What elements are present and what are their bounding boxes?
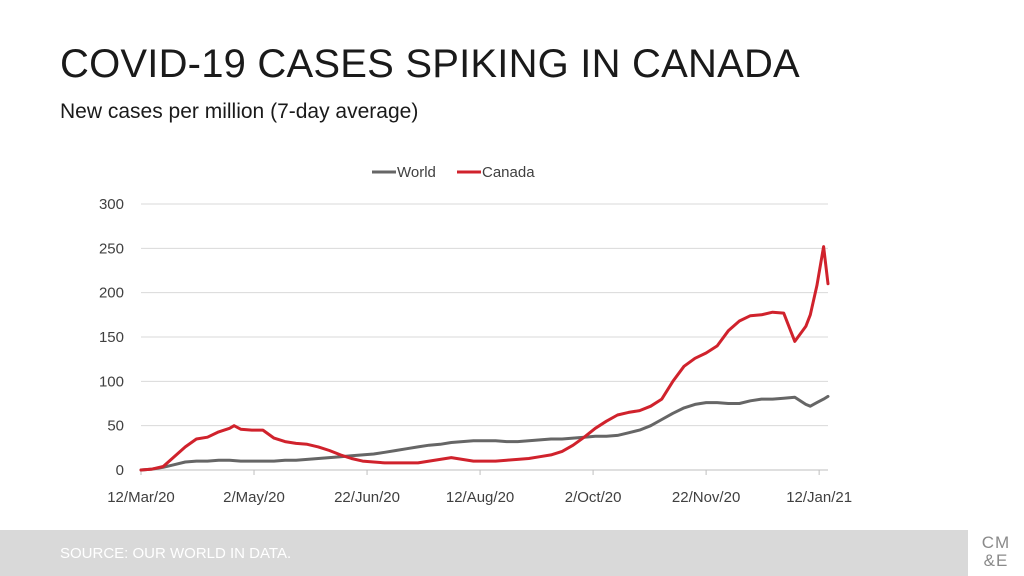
x-tick-label: 12/Mar/20 xyxy=(107,489,175,506)
x-tick-label: 2/May/20 xyxy=(223,489,285,506)
legend-label-world: World xyxy=(397,164,436,181)
y-tick-label: 150 xyxy=(99,329,124,346)
legend: World Canada xyxy=(372,164,535,181)
brand-logo: CM &E xyxy=(972,534,1020,574)
y-tick-label: 250 xyxy=(99,240,124,257)
footer-bar: SOURCE: OUR WORLD IN DATA. xyxy=(0,530,968,576)
y-tick-label: 100 xyxy=(99,373,124,390)
label-layer: 0 50 100 150 200 250 300 12/Mar/20 2/May/20 22/Ju… xyxy=(99,196,852,506)
y-tick-label: 50 xyxy=(107,418,124,435)
page-title: COVID-19 CASES SPIKING IN CANADA xyxy=(60,42,800,86)
x-tick-label: 2/Oct/20 xyxy=(565,489,622,506)
logo-line-1: CM xyxy=(981,533,1011,552)
x-tick-label: 12/Aug/20 xyxy=(446,489,514,506)
x-tick-label: 22/Jun/20 xyxy=(334,489,400,506)
y-tick-label: 300 xyxy=(99,196,124,213)
logo-line-2: &E xyxy=(983,551,1009,570)
legend-label-canada: Canada xyxy=(482,164,535,181)
line-chart: 0 50 100 150 200 250 300 12/Mar/20 2/May/20 22/Ju… xyxy=(99,164,852,506)
series-line-world xyxy=(139,394,830,472)
series-line-canada xyxy=(139,245,830,472)
x-tick-label: 12/Jan/21 xyxy=(786,489,852,506)
grid-layer xyxy=(140,203,828,475)
page-subtitle: New cases per million (7-day average) xyxy=(60,100,419,123)
y-tick-label: 0 xyxy=(116,462,124,479)
y-tick-label: 200 xyxy=(99,285,124,302)
source-note: SOURCE: OUR WORLD IN DATA. xyxy=(60,545,292,562)
x-tick-label: 22/Nov/20 xyxy=(672,489,740,506)
series-layer xyxy=(139,245,830,472)
